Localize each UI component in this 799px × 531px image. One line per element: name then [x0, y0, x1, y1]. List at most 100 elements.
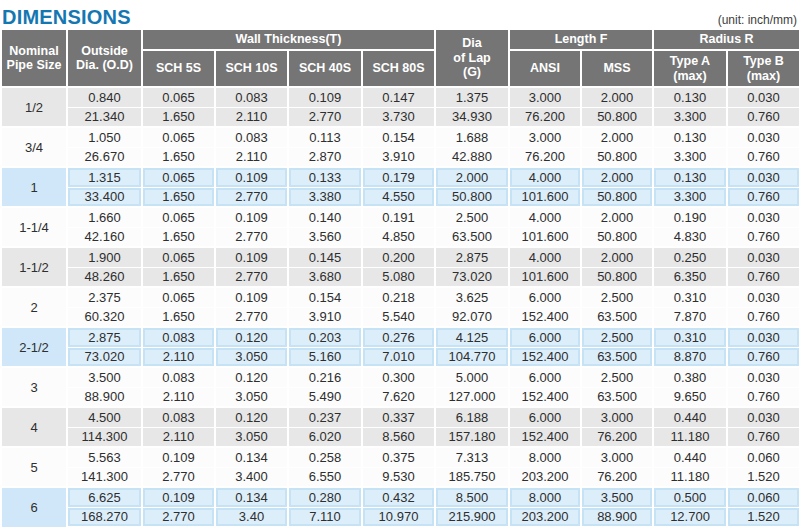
value-cell-inch: 2.500	[581, 327, 653, 347]
value-cell-mm: 11.180	[653, 467, 727, 487]
table-header: Nominal Pipe Size Outside Dia. (O.D) Wal…	[1, 29, 799, 87]
value-cell-mm: 2.770	[288, 107, 362, 127]
value-cell-mm: 2.770	[215, 267, 288, 287]
value-cell-inch: 5.563	[67, 447, 142, 467]
table-row-inch: 1-1/21.9000.0650.1090.1450.2002.8754.000…	[1, 247, 799, 267]
value-cell-inch: 0.030	[727, 167, 799, 187]
value-cell-inch: 0.276	[362, 327, 435, 347]
value-cell-inch: 0.200	[362, 247, 435, 267]
col-header-sch-80s: SCH 80S	[362, 50, 435, 87]
col-header-sch-10s: SCH 10S	[215, 50, 288, 87]
value-cell-inch: 0.130	[653, 167, 727, 187]
value-cell-inch: 0.030	[727, 327, 799, 347]
value-cell-inch: 4.000	[509, 167, 581, 187]
value-cell-mm: 2.110	[215, 107, 288, 127]
pipe-size-cell: 5	[1, 447, 67, 487]
value-cell-mm: 0.760	[727, 307, 799, 327]
value-cell-inch: 0.440	[653, 407, 727, 427]
value-cell-mm: 3.300	[653, 107, 727, 127]
value-cell-mm: 1.650	[142, 187, 215, 207]
value-cell-mm: 3.730	[362, 107, 435, 127]
value-cell-inch: 0.083	[142, 407, 215, 427]
value-cell-inch: 1.900	[67, 247, 142, 267]
value-cell-mm: 2.110	[142, 387, 215, 407]
value-cell-mm: 2.770	[142, 507, 215, 527]
table-row-mm: 141.3002.7703.4006.5509.530185.750203.20…	[1, 467, 799, 487]
value-cell-inch: 2.000	[581, 87, 653, 107]
value-cell-inch: 0.216	[288, 367, 362, 387]
value-cell-inch: 8.000	[509, 447, 581, 467]
value-cell-mm: 63.500	[581, 387, 653, 407]
value-cell-mm: 3.400	[215, 467, 288, 487]
value-cell-inch: 0.065	[142, 167, 215, 187]
value-cell-inch: 4.000	[509, 207, 581, 227]
value-cell-inch: 0.440	[653, 447, 727, 467]
col-header-mss: MSS	[581, 50, 653, 87]
value-cell-inch: 0.083	[142, 367, 215, 387]
value-cell-inch: 0.179	[362, 167, 435, 187]
value-cell-inch: 1.315	[67, 167, 142, 187]
value-cell-inch: 0.109	[215, 287, 288, 307]
value-cell-mm: 0.760	[727, 387, 799, 407]
value-cell-mm: 50.800	[581, 227, 653, 247]
value-cell-inch: 0.237	[288, 407, 362, 427]
value-cell-inch: 0.065	[142, 87, 215, 107]
value-cell-mm: 7.110	[288, 507, 362, 527]
value-cell-mm: 73.020	[67, 347, 142, 367]
value-cell-inch: 2.375	[67, 287, 142, 307]
value-cell-mm: 114.300	[67, 427, 142, 447]
value-cell-mm: 92.070	[435, 307, 509, 327]
value-cell-inch: 0.134	[215, 487, 288, 507]
value-cell-mm: 0.760	[727, 187, 799, 207]
value-cell-mm: 101.600	[509, 267, 581, 287]
value-cell-inch: 0.310	[653, 327, 727, 347]
value-cell-mm: 127.000	[435, 387, 509, 407]
value-cell-inch: 0.030	[727, 207, 799, 227]
value-cell-inch: 0.109	[215, 247, 288, 267]
value-cell-mm: 8.870	[653, 347, 727, 367]
value-cell-mm: 60.320	[67, 307, 142, 327]
col-header-dia-of-lap: Dia of Lap (G)	[435, 29, 509, 87]
table-row-mm: 42.1601.6502.7703.5604.85063.500101.6005…	[1, 227, 799, 247]
col-header-type-b: Type B (max)	[727, 50, 799, 87]
value-cell-mm: 5.080	[362, 267, 435, 287]
value-cell-inch: 0.030	[727, 407, 799, 427]
value-cell-mm: 88.900	[67, 387, 142, 407]
value-cell-inch: 0.065	[142, 127, 215, 147]
value-cell-mm: 11.180	[653, 427, 727, 447]
value-cell-inch: 0.500	[653, 487, 727, 507]
value-cell-inch: 0.060	[727, 447, 799, 467]
value-cell-inch: 5.000	[435, 367, 509, 387]
value-cell-mm: 3.680	[288, 267, 362, 287]
value-cell-inch: 0.310	[653, 287, 727, 307]
value-cell-mm: 1.650	[142, 147, 215, 167]
value-cell-inch: 6.000	[509, 327, 581, 347]
value-cell-mm: 168.270	[67, 507, 142, 527]
value-cell-mm: 101.600	[509, 227, 581, 247]
table-body: 1/20.8400.0650.0830.1090.1471.3753.0002.…	[1, 87, 799, 527]
value-cell-inch: 3.000	[581, 447, 653, 467]
col-header-sch-40s: SCH 40S	[288, 50, 362, 87]
col-header-outside-dia: Outside Dia. (O.D)	[67, 29, 142, 87]
value-cell-mm: 1.650	[142, 307, 215, 327]
value-cell-mm: 2.770	[215, 227, 288, 247]
value-cell-mm: 3.40	[215, 507, 288, 527]
table-row-inch: 22.3750.0650.1090.1540.2183.6256.0002.50…	[1, 287, 799, 307]
value-cell-mm: 1.520	[727, 507, 799, 527]
value-cell-mm: 7.010	[362, 347, 435, 367]
value-cell-mm: 34.930	[435, 107, 509, 127]
col-header-ansi: ANSI	[509, 50, 581, 87]
value-cell-inch: 0.065	[142, 287, 215, 307]
pipe-size-cell: 1	[1, 167, 67, 207]
pipe-size-cell: 2-1/2	[1, 327, 67, 367]
value-cell-inch: 0.280	[288, 487, 362, 507]
value-cell-mm: 9.530	[362, 467, 435, 487]
value-cell-inch: 0.083	[142, 327, 215, 347]
value-cell-mm: 2.770	[142, 467, 215, 487]
pipe-size-cell: 3/4	[1, 127, 67, 167]
value-cell-mm: 0.760	[727, 347, 799, 367]
value-cell-mm: 50.800	[581, 107, 653, 127]
table-row-mm: 114.3002.1103.0506.0208.560157.180152.40…	[1, 427, 799, 447]
value-cell-inch: 0.133	[288, 167, 362, 187]
pipe-size-cell: 1/2	[1, 87, 67, 127]
